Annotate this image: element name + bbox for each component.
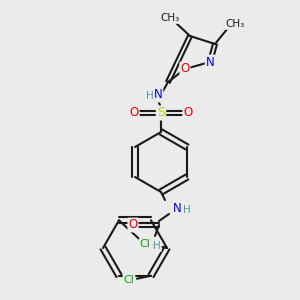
Text: N: N <box>206 56 214 68</box>
Text: O: O <box>128 218 138 232</box>
Text: H: H <box>146 91 154 101</box>
Text: N: N <box>142 238 152 250</box>
Text: Cl: Cl <box>140 239 150 249</box>
Text: O: O <box>183 106 193 119</box>
Text: H: H <box>153 241 161 251</box>
Text: S: S <box>157 106 165 119</box>
Text: O: O <box>180 62 190 76</box>
Text: N: N <box>154 88 162 101</box>
Text: H: H <box>183 205 191 215</box>
Text: Cl: Cl <box>124 275 134 285</box>
Text: N: N <box>172 202 182 214</box>
Text: O: O <box>129 106 139 119</box>
Text: CH₃: CH₃ <box>160 13 180 23</box>
Text: CH₃: CH₃ <box>225 19 244 29</box>
